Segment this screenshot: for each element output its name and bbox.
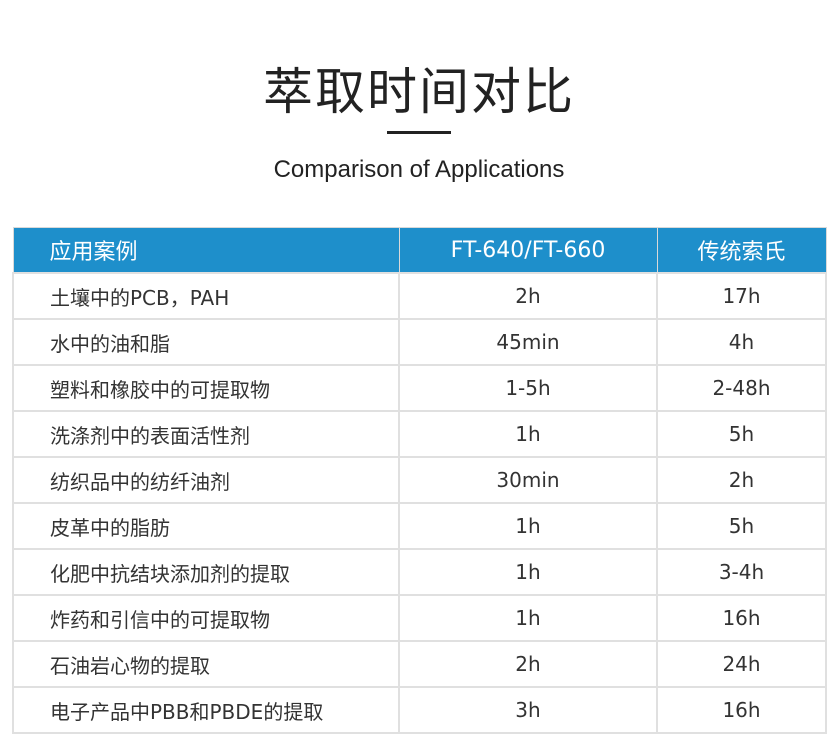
table-row: 电子产品中PBB和PBDE的提取 3h 16h: [12, 686, 827, 734]
cell-soxhlet: 2-48h: [656, 364, 827, 412]
table-row: 石油岩心物的提取 2h 24h: [12, 640, 827, 688]
table-row: 炸药和引信中的可提取物 1h 16h: [12, 594, 827, 642]
table-row: 土壤中的PCB，PAH 2h 17h: [12, 272, 827, 320]
table-header-row: 应用案例 FT-640/FT-660 传统索氏: [12, 227, 827, 274]
cell-application: 电子产品中PBB和PBDE的提取: [12, 686, 400, 734]
cell-ft640: 1-5h: [398, 364, 658, 412]
cell-ft640: 1h: [398, 548, 658, 596]
comparison-table: 应用案例 FT-640/FT-660 传统索氏 土壤中的PCB，PAH 2h 17h…: [12, 227, 827, 734]
table-row: 皮革中的脂肪 1h 5h: [12, 502, 827, 550]
cell-application: 炸药和引信中的可提取物: [12, 594, 400, 642]
header-soxhlet: 传统索氏: [656, 227, 827, 274]
table-row: 纺织品中的纺纤油剂 30min 2h: [12, 456, 827, 504]
cell-ft640: 45min: [398, 318, 658, 366]
cell-application: 皮革中的脂肪: [12, 502, 400, 550]
cell-soxhlet: 2h: [656, 456, 827, 504]
title-divider: [387, 131, 451, 134]
table-row: 塑料和橡胶中的可提取物 1-5h 2-48h: [12, 364, 827, 412]
page-title: 萃取时间对比: [263, 63, 575, 121]
cell-soxhlet: 4h: [656, 318, 827, 366]
cell-application: 化肥中抗结块添加剂的提取: [12, 548, 400, 596]
table-row: 洗涤剂中的表面活性剂 1h 5h: [12, 410, 827, 458]
cell-application: 洗涤剂中的表面活性剂: [12, 410, 400, 458]
cell-soxhlet: 16h: [656, 686, 827, 734]
cell-ft640: 1h: [398, 502, 658, 550]
cell-ft640: 2h: [398, 640, 658, 688]
cell-application: 石油岩心物的提取: [12, 640, 400, 688]
table-row: 化肥中抗结块添加剂的提取 1h 3-4h: [12, 548, 827, 596]
cell-soxhlet: 24h: [656, 640, 827, 688]
cell-application: 纺织品中的纺纤油剂: [12, 456, 400, 504]
cell-soxhlet: 5h: [656, 410, 827, 458]
header-ft640: FT-640/FT-660: [398, 227, 658, 274]
cell-ft640: 1h: [398, 594, 658, 642]
page-subtitle: Comparison of Applications: [273, 156, 565, 183]
cell-ft640: 1h: [398, 410, 658, 458]
table-row: 水中的油和脂 45min 4h: [12, 318, 827, 366]
cell-soxhlet: 5h: [656, 502, 827, 550]
cell-application: 塑料和橡胶中的可提取物: [12, 364, 400, 412]
cell-application: 土壤中的PCB，PAH: [12, 272, 400, 320]
cell-application: 水中的油和脂: [12, 318, 400, 366]
header-application: 应用案例: [12, 227, 400, 274]
cell-ft640: 2h: [398, 272, 658, 320]
cell-soxhlet: 3-4h: [656, 548, 827, 596]
cell-soxhlet: 16h: [656, 594, 827, 642]
cell-ft640: 3h: [398, 686, 658, 734]
cell-soxhlet: 17h: [656, 272, 827, 320]
cell-ft640: 30min: [398, 456, 658, 504]
